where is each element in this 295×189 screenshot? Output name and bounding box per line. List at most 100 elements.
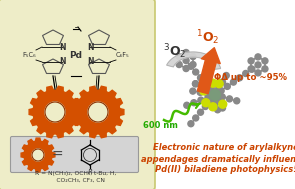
Polygon shape bbox=[22, 160, 27, 165]
FancyBboxPatch shape bbox=[11, 136, 138, 173]
Circle shape bbox=[207, 86, 213, 92]
Polygon shape bbox=[109, 127, 116, 134]
Circle shape bbox=[202, 99, 210, 107]
FancyArrowPatch shape bbox=[197, 48, 220, 94]
Polygon shape bbox=[120, 108, 124, 115]
Circle shape bbox=[190, 62, 196, 67]
Circle shape bbox=[88, 102, 108, 122]
Circle shape bbox=[198, 75, 204, 81]
Polygon shape bbox=[116, 99, 122, 106]
Circle shape bbox=[184, 102, 190, 108]
Circle shape bbox=[219, 105, 225, 111]
Circle shape bbox=[193, 81, 199, 87]
Polygon shape bbox=[43, 166, 48, 170]
Circle shape bbox=[227, 96, 232, 102]
Polygon shape bbox=[99, 132, 106, 138]
Circle shape bbox=[202, 104, 208, 109]
Text: Pd(II) biladiene photophysics!: Pd(II) biladiene photophysics! bbox=[155, 166, 295, 174]
Circle shape bbox=[205, 91, 211, 97]
Circle shape bbox=[183, 66, 189, 71]
Polygon shape bbox=[31, 118, 37, 125]
Text: 600 nm: 600 nm bbox=[142, 122, 177, 130]
Circle shape bbox=[209, 90, 220, 101]
Polygon shape bbox=[90, 132, 96, 138]
Text: N: N bbox=[87, 43, 93, 51]
Polygon shape bbox=[80, 127, 87, 134]
Polygon shape bbox=[80, 90, 87, 97]
Circle shape bbox=[193, 69, 199, 75]
Circle shape bbox=[216, 85, 222, 91]
Circle shape bbox=[255, 62, 261, 68]
Circle shape bbox=[191, 100, 197, 106]
Polygon shape bbox=[28, 166, 33, 170]
Polygon shape bbox=[21, 153, 24, 158]
Polygon shape bbox=[116, 118, 122, 125]
Circle shape bbox=[219, 94, 225, 100]
Circle shape bbox=[183, 57, 189, 64]
Text: $^3$O$_2$: $^3$O$_2$ bbox=[163, 43, 187, 61]
Circle shape bbox=[198, 97, 204, 103]
Circle shape bbox=[216, 98, 222, 105]
Text: N: N bbox=[87, 57, 93, 67]
Circle shape bbox=[213, 99, 219, 105]
Text: N: N bbox=[59, 57, 65, 67]
Circle shape bbox=[33, 90, 77, 134]
Circle shape bbox=[237, 75, 242, 81]
Circle shape bbox=[262, 66, 268, 72]
Circle shape bbox=[249, 66, 255, 72]
Circle shape bbox=[215, 80, 223, 88]
Text: Pd: Pd bbox=[70, 50, 83, 60]
Circle shape bbox=[190, 88, 196, 94]
Polygon shape bbox=[99, 86, 106, 92]
Polygon shape bbox=[49, 160, 54, 165]
Text: CO₂CH₃, CF₃, CN: CO₂CH₃, CF₃, CN bbox=[47, 177, 105, 183]
Polygon shape bbox=[35, 138, 40, 141]
Text: =: = bbox=[51, 148, 63, 162]
Circle shape bbox=[200, 87, 208, 95]
Circle shape bbox=[208, 85, 214, 91]
Circle shape bbox=[219, 79, 225, 85]
Polygon shape bbox=[72, 108, 76, 115]
Polygon shape bbox=[47, 132, 53, 138]
Text: R: R bbox=[88, 169, 92, 175]
Circle shape bbox=[190, 53, 196, 60]
Polygon shape bbox=[73, 118, 79, 125]
Polygon shape bbox=[22, 145, 27, 150]
Text: $^1$O$_2$: $^1$O$_2$ bbox=[196, 29, 220, 47]
Polygon shape bbox=[73, 99, 79, 106]
Polygon shape bbox=[35, 169, 40, 172]
Circle shape bbox=[223, 73, 229, 78]
Polygon shape bbox=[56, 86, 63, 92]
Circle shape bbox=[24, 141, 52, 169]
Circle shape bbox=[198, 109, 204, 115]
Text: F₅C₆: F₅C₆ bbox=[22, 52, 36, 58]
Polygon shape bbox=[90, 86, 96, 92]
Circle shape bbox=[218, 88, 224, 94]
Circle shape bbox=[262, 58, 268, 64]
Circle shape bbox=[193, 81, 199, 87]
Circle shape bbox=[193, 115, 199, 121]
Polygon shape bbox=[77, 108, 81, 115]
Text: Electronic nature of arylalkyne: Electronic nature of arylalkyne bbox=[153, 143, 295, 153]
Text: R = N(CH₃)₂, OCH₃, t-Bu, H,: R = N(CH₃)₂, OCH₃, t-Bu, H, bbox=[35, 171, 117, 177]
Circle shape bbox=[255, 54, 261, 60]
Circle shape bbox=[176, 62, 182, 67]
Circle shape bbox=[188, 121, 194, 127]
Circle shape bbox=[243, 70, 249, 77]
Circle shape bbox=[45, 102, 65, 122]
Text: appendages dramatically influences: appendages dramatically influences bbox=[141, 154, 295, 163]
Circle shape bbox=[207, 98, 213, 104]
Polygon shape bbox=[37, 127, 44, 134]
Circle shape bbox=[230, 79, 236, 85]
Text: ΦΔ up to ~95%: ΦΔ up to ~95% bbox=[214, 74, 286, 83]
Circle shape bbox=[234, 98, 240, 104]
Circle shape bbox=[209, 79, 217, 87]
Text: N: N bbox=[59, 43, 65, 51]
Polygon shape bbox=[167, 52, 221, 69]
Circle shape bbox=[199, 84, 205, 91]
Polygon shape bbox=[74, 118, 80, 125]
Circle shape bbox=[206, 88, 212, 94]
Circle shape bbox=[183, 50, 189, 56]
Circle shape bbox=[219, 100, 227, 108]
Polygon shape bbox=[47, 86, 53, 92]
